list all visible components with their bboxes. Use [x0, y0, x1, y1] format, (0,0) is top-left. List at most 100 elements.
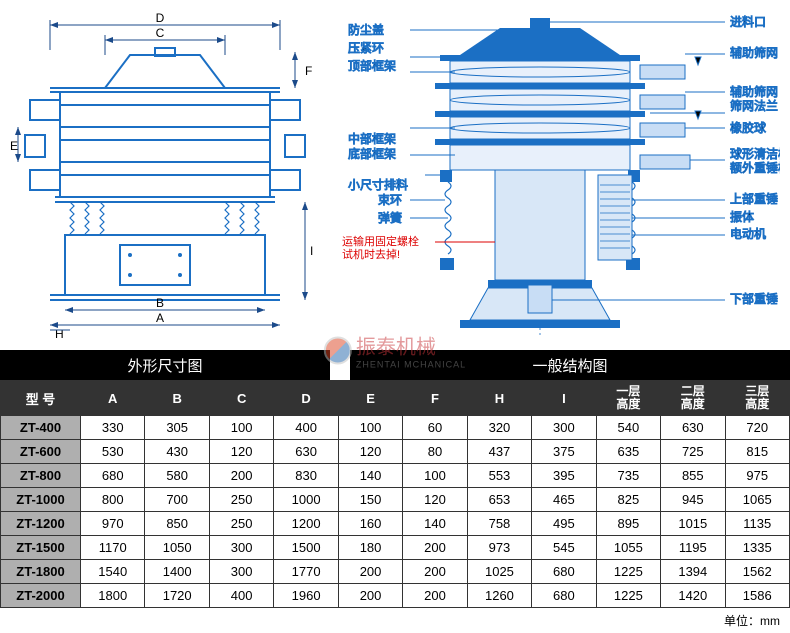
table-cell: 300 [209, 536, 273, 560]
table-cell: 1195 [661, 536, 725, 560]
table-cell: 680 [532, 560, 596, 584]
table-header-cell: 一层高度 [596, 381, 660, 416]
table-cell: 1225 [596, 584, 660, 608]
table-cell: 200 [209, 464, 273, 488]
table-cell: 200 [338, 560, 402, 584]
table-cell: 758 [467, 512, 531, 536]
table-cell: 150 [338, 488, 402, 512]
table-header-cell: F [403, 381, 467, 416]
table-cell: 180 [338, 536, 402, 560]
table-cell: 1400 [145, 560, 209, 584]
table-header-cell: E [338, 381, 402, 416]
table-cell: 395 [532, 464, 596, 488]
table-header-row: 型 号ABCDEFHI一层高度二层高度三层高度 [1, 381, 790, 416]
table-cell: 725 [661, 440, 725, 464]
table-header-cell: 二层高度 [661, 381, 725, 416]
left-svg: D C F E [10, 10, 320, 340]
table-row: ZT-1500117010503001500180200973545105511… [1, 536, 790, 560]
table-cell: 1015 [661, 512, 725, 536]
table-cell: 300 [532, 416, 596, 440]
table-cell: 140 [338, 464, 402, 488]
table-cell: 540 [596, 416, 660, 440]
table-cell: ZT-1200 [1, 512, 81, 536]
table-cell: 630 [661, 416, 725, 440]
table-cell: 1420 [661, 584, 725, 608]
table-cell: 200 [338, 584, 402, 608]
caption-spacer [330, 350, 350, 380]
table-cell: 1540 [81, 560, 145, 584]
lbl-fzsw1: 辅助筛网 [730, 45, 778, 60]
dim-A: A [156, 311, 164, 325]
table-cell: 1562 [725, 560, 789, 584]
table-cell: 437 [467, 440, 531, 464]
table-cell: 970 [81, 512, 145, 536]
table-cell: ZT-1800 [1, 560, 81, 584]
dim-F: F [305, 64, 312, 78]
lbl-qxqjb: 球形清洁板 [730, 147, 780, 161]
table-row: ZT-60053043012063012080437375635725815 [1, 440, 790, 464]
table-row: ZT-1800154014003001770200200102568012251… [1, 560, 790, 584]
table-cell: 1500 [274, 536, 338, 560]
table-cell: 1225 [596, 560, 660, 584]
table-cell: 973 [467, 536, 531, 560]
table-cell: ZT-600 [1, 440, 81, 464]
table-cell: 100 [403, 464, 467, 488]
table-cell: 120 [209, 440, 273, 464]
table-cell: 200 [403, 536, 467, 560]
lbl-xccpl: 小尺寸排料 [348, 178, 408, 192]
table-header-cell: H [467, 381, 531, 416]
table-cell: 855 [661, 464, 725, 488]
table-body: ZT-40033030510040010060320300540630720ZT… [1, 416, 790, 608]
table-cell: 815 [725, 440, 789, 464]
table-cell: 635 [596, 440, 660, 464]
page-root: D C F E [0, 0, 790, 633]
table-cell: 680 [81, 464, 145, 488]
table-cell: 375 [532, 440, 596, 464]
dim-C: C [156, 26, 165, 40]
table-header-cell: 型 号 [1, 381, 81, 416]
table-cell: 1050 [145, 536, 209, 560]
table-cell: 825 [596, 488, 660, 512]
table-cell: 300 [209, 560, 273, 584]
table-header-cell: I [532, 381, 596, 416]
table-cell: 1800 [81, 584, 145, 608]
caption-left: 外形尺寸图 [0, 350, 330, 380]
lbl-ywzcb: 额外重锤板 [730, 160, 780, 175]
table-cell: 305 [145, 416, 209, 440]
lbl-fcg: 防尘盖 [348, 22, 384, 37]
table-cell: ZT-1500 [1, 536, 81, 560]
table-cell: ZT-2000 [1, 584, 81, 608]
lbl-ddj: 电动机 [730, 227, 766, 241]
dim-E: E [10, 139, 18, 153]
table-cell: 60 [403, 416, 467, 440]
table-cell: 120 [338, 440, 402, 464]
table-cell: 830 [274, 464, 338, 488]
dim-I: I [310, 244, 313, 258]
table-row: ZT-800680580200830140100553395735855975 [1, 464, 790, 488]
table-cell: 465 [532, 488, 596, 512]
lbl-fzsw2: 辅助筛网 [730, 84, 778, 99]
structure-diagram: 防尘盖 压紧环 顶部框架 中部框架 底部框架 小尺寸排料 束环 弹簧 运输用固定… [330, 0, 790, 350]
table-cell: 653 [467, 488, 531, 512]
table-cell: 553 [467, 464, 531, 488]
table-header-cell: D [274, 381, 338, 416]
table-row: ZT-2000180017204001960200200126068012251… [1, 584, 790, 608]
table-row: ZT-1000800700250100015012065346582594510… [1, 488, 790, 512]
spec-table: 型 号ABCDEFHI一层高度二层高度三层高度 ZT-4003303051004… [0, 380, 790, 608]
lbl-sjq: 试机时去掉! [342, 247, 400, 261]
dim-H: H [55, 327, 64, 340]
table-cell: 800 [81, 488, 145, 512]
table-cell: 1170 [81, 536, 145, 560]
table-cell: 735 [596, 464, 660, 488]
table-cell: 330 [81, 416, 145, 440]
table-cell: 430 [145, 440, 209, 464]
table-cell: 1960 [274, 584, 338, 608]
table-cell: 530 [81, 440, 145, 464]
table-cell: 1025 [467, 560, 531, 584]
table-cell: 1260 [467, 584, 531, 608]
table-cell: 250 [209, 488, 273, 512]
table-cell: ZT-400 [1, 416, 81, 440]
lbl-zbkj: 中部框架 [348, 131, 396, 146]
dim-D: D [156, 11, 165, 25]
table-cell: 1770 [274, 560, 338, 584]
